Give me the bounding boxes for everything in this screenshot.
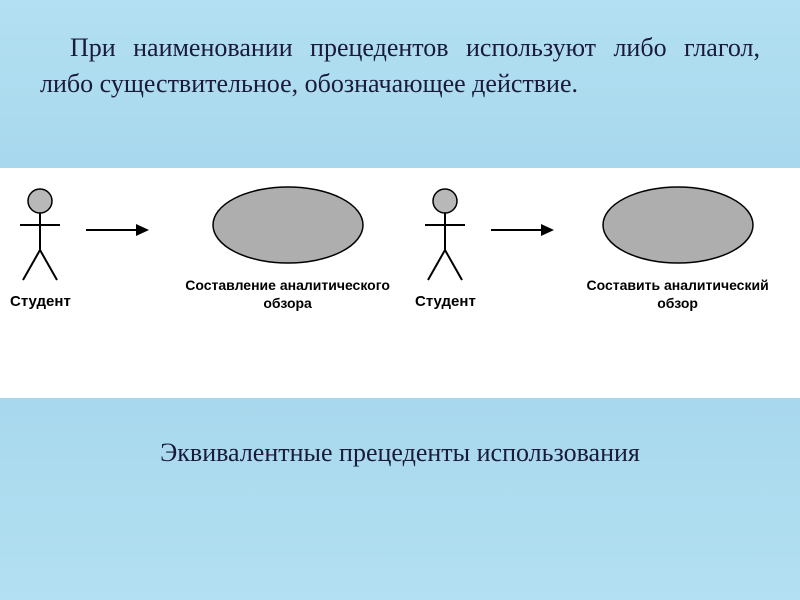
slide-container: При наименовании прецедентов используют …: [0, 0, 800, 600]
actor-1-label: Студент: [10, 293, 71, 310]
diagram-group-1: Студент Составление аналитического обзор…: [10, 183, 415, 312]
usecase-1-label: Составление аналитического обзора: [160, 276, 415, 312]
top-paragraph-text: При наименовании прецедентов используют …: [40, 33, 760, 98]
actor-2: Студент: [415, 185, 476, 310]
usecase-ellipse-icon: [208, 183, 368, 268]
usecase-1: Составление аналитического обзора: [160, 183, 415, 312]
usecase-2-label: Составить аналитический обзор: [565, 276, 790, 312]
diagram-content: Студент Составление аналитического обзор…: [10, 183, 790, 383]
top-text-section: При наименовании прецедентов используют …: [0, 0, 800, 168]
usecase-ellipse-icon: [598, 183, 758, 268]
stick-figure-icon: [420, 185, 470, 285]
actor-1: Студент: [10, 185, 71, 310]
arrow-icon: [486, 215, 555, 245]
diagram-section: Студент Составление аналитического обзор…: [0, 168, 800, 398]
diagram-group-2: Студент Составить аналитический обзор: [415, 183, 790, 312]
top-paragraph: При наименовании прецедентов используют …: [40, 30, 760, 103]
bottom-text-section: Эквивалентные прецеденты использования: [0, 398, 800, 600]
actor-2-label: Студент: [415, 293, 476, 310]
stick-figure-icon: [15, 185, 65, 285]
arrow-icon: [81, 215, 150, 245]
usecase-2: Составить аналитический обзор: [565, 183, 790, 312]
bottom-caption: Эквивалентные прецеденты использования: [160, 438, 640, 468]
